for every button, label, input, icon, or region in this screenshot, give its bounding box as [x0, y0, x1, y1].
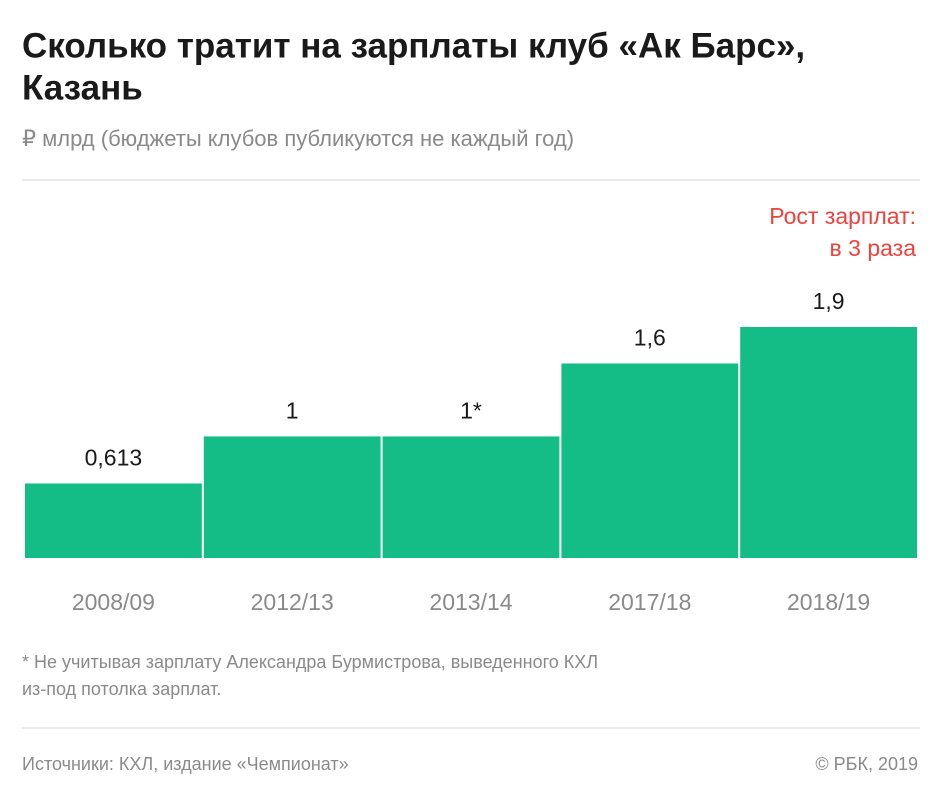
- bar: [25, 483, 202, 558]
- footnote: из-под потолка зарплат.: [22, 679, 221, 699]
- value-label: 0,613: [85, 445, 143, 471]
- footnote: * Не учитывая зарплату Александра Бурмис…: [22, 652, 598, 672]
- value-label: 1*: [460, 397, 482, 423]
- x-tick-label: 2012/13: [251, 589, 334, 615]
- value-label: 1,9: [813, 288, 845, 314]
- x-tick-label: 2013/14: [429, 589, 512, 615]
- chart-title: Казань: [22, 68, 143, 107]
- annotation: Рост зарплат:: [769, 203, 916, 229]
- value-label: 1,6: [634, 325, 666, 351]
- annotation: в 3 раза: [830, 235, 917, 261]
- bar: [561, 363, 739, 558]
- bar: [203, 436, 381, 558]
- chart-title: Сколько тратит на зарплаты клуб «Ак Барс…: [22, 26, 805, 65]
- value-label: 1: [286, 397, 299, 423]
- x-tick-label: 2017/18: [608, 589, 691, 615]
- chart-subtitle: ₽ млрд (бюджеты клубов публикуются не ка…: [22, 126, 574, 151]
- bar: [382, 436, 560, 558]
- x-tick-label: 2008/09: [72, 589, 155, 615]
- bar: [740, 327, 917, 558]
- credit: © РБК, 2019: [815, 754, 918, 774]
- x-tick-label: 2018/19: [787, 589, 870, 615]
- source: Источники: КХЛ, издание «Чемпионат»: [22, 754, 349, 774]
